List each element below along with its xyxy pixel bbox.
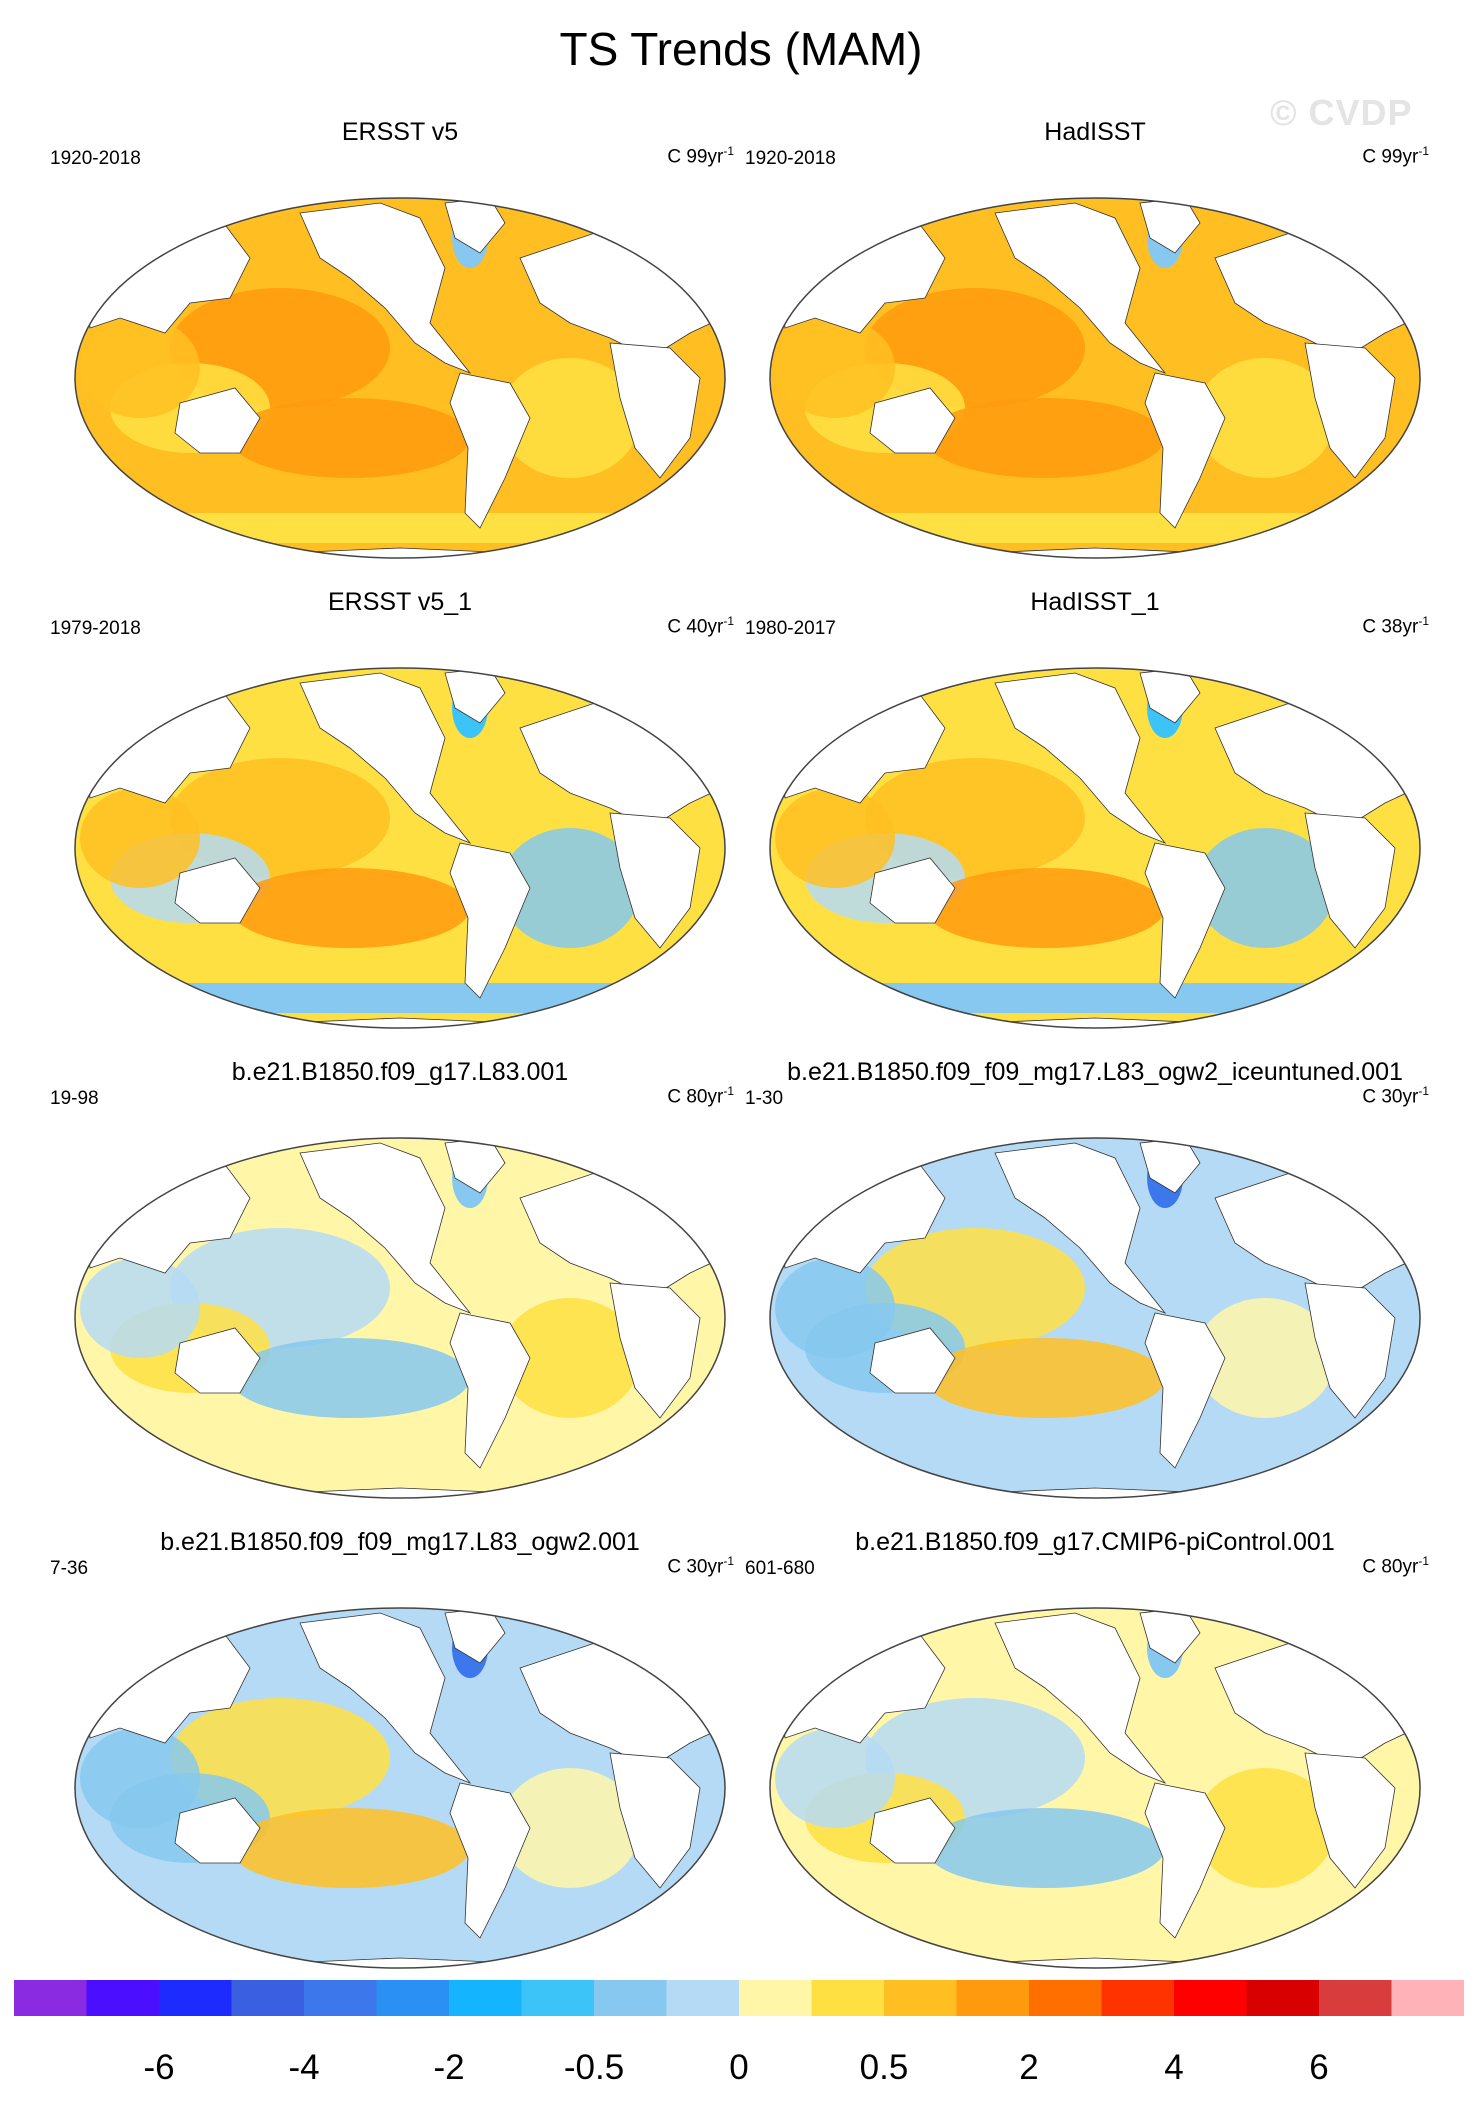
colorbar-box bbox=[1246, 1980, 1320, 2016]
world-map bbox=[74, 197, 726, 559]
colorbar-box bbox=[1101, 1980, 1175, 2016]
panel-title: b.e21.B1850.f09_f09_mg17.L83_ogw2_iceunt… bbox=[787, 1058, 1403, 1086]
world-map bbox=[769, 1607, 1421, 1969]
colorbar-box bbox=[376, 1980, 450, 2016]
panel-units: C 99yr-1 bbox=[667, 144, 734, 168]
colorbar-box bbox=[1319, 1980, 1392, 2016]
panel-title: HadISST bbox=[1044, 118, 1146, 146]
colorbar-box bbox=[521, 1980, 595, 2016]
panel-units: C 40yr-1 bbox=[667, 614, 734, 638]
panel-units: C 99yr-1 bbox=[1362, 144, 1429, 168]
panel-ersst: ERSST v5 1920-2018 C 99yr-1 bbox=[50, 118, 750, 568]
panel-title: b.e21.B1850.f09_f09_mg17.L83_ogw2.001 bbox=[160, 1528, 640, 1556]
panel-units: C 80yr-1 bbox=[667, 1084, 734, 1108]
world-map bbox=[769, 667, 1421, 1029]
colorbar-label: -6 bbox=[143, 2048, 175, 2087]
panel-model-picontrol: b.e21.B1850.f09_g17.CMIP6-piControl.001 … bbox=[745, 1528, 1445, 1978]
panel-hadisst-1: HadISST_1 1980-2017 C 38yr-1 bbox=[745, 588, 1445, 1038]
colorbar bbox=[14, 1980, 1464, 2016]
panel-hadisst: HadISST 1920-2018 C 99yr-1 bbox=[745, 118, 1445, 568]
world-map bbox=[74, 1137, 726, 1499]
figure-title: TS Trends (MAM) bbox=[559, 23, 923, 75]
colorbar-box bbox=[1029, 1980, 1102, 2016]
colorbar-label: -0.5 bbox=[563, 2048, 625, 2087]
colorbar-box bbox=[956, 1980, 1030, 2016]
colorbar-box bbox=[884, 1980, 957, 2016]
colorbar-box bbox=[14, 1980, 87, 2016]
panel-period: 1980-2017 bbox=[745, 618, 836, 639]
colorbar-label: 2 bbox=[1019, 2048, 1039, 2087]
panel-units: C 38yr-1 bbox=[1362, 614, 1429, 638]
colorbar-box bbox=[811, 1980, 885, 2016]
colorbar-label: 0 bbox=[729, 2048, 749, 2087]
panel-title: ERSST v5_1 bbox=[327, 588, 473, 616]
colorbar-label: -4 bbox=[288, 2048, 320, 2087]
colorbar-box bbox=[449, 1980, 522, 2016]
colorbar-box bbox=[231, 1980, 305, 2016]
panel-period: 1920-2018 bbox=[745, 148, 836, 169]
panel-period: 601-680 bbox=[745, 1558, 815, 1579]
colorbar-label: -2 bbox=[433, 2048, 465, 2087]
panel-model-iceuntuned: b.e21.B1850.f09_f09_mg17.L83_ogw2_iceunt… bbox=[745, 1058, 1445, 1508]
world-map bbox=[769, 1137, 1421, 1499]
panel-title: b.e21.B1850.f09_g17.CMIP6-piControl.001 bbox=[855, 1528, 1335, 1556]
panel-title: HadISST_1 bbox=[1030, 588, 1160, 616]
colorbar-box bbox=[86, 1980, 160, 2016]
panel-period: 1920-2018 bbox=[50, 148, 141, 169]
watermark: © CVDP bbox=[1270, 92, 1413, 133]
colorbar-box bbox=[1174, 1980, 1247, 2016]
panel-units: C 30yr-1 bbox=[667, 1554, 734, 1578]
world-map bbox=[74, 1607, 726, 1969]
panel-units: C 30yr-1 bbox=[1362, 1084, 1429, 1108]
colorbar-box bbox=[594, 1980, 667, 2016]
panel-ersst-1: ERSST v5_1 1979-2018 C 40yr-1 bbox=[50, 588, 750, 1038]
panel-period: 7-36 bbox=[50, 1558, 89, 1579]
colorbar-box bbox=[159, 1980, 232, 2016]
colorbar-label: 6 bbox=[1309, 2048, 1329, 2087]
panel-period: 19-98 bbox=[50, 1088, 99, 1109]
colorbar-box bbox=[1391, 1980, 1464, 2016]
panel-units: C 80yr-1 bbox=[1362, 1554, 1429, 1578]
panel-model-ogw2: b.e21.B1850.f09_f09_mg17.L83_ogw2.001 7-… bbox=[50, 1528, 750, 1978]
world-map bbox=[74, 667, 726, 1029]
panel-period: 1-30 bbox=[745, 1088, 784, 1109]
colorbar-label: 0.5 bbox=[859, 2048, 909, 2087]
colorbar-label: 4 bbox=[1164, 2048, 1184, 2087]
panel-title: ERSST v5 bbox=[341, 118, 459, 146]
colorbar-box bbox=[666, 1980, 740, 2016]
world-map bbox=[769, 197, 1421, 559]
panel-title: b.e21.B1850.f09_g17.L83.001 bbox=[231, 1058, 569, 1086]
colorbar-box bbox=[304, 1980, 377, 2016]
colorbar-box bbox=[739, 1980, 812, 2016]
panel-period: 1979-2018 bbox=[50, 618, 141, 639]
panel-model-l83: b.e21.B1850.f09_g17.L83.001 19-98 C 80yr… bbox=[50, 1058, 750, 1508]
